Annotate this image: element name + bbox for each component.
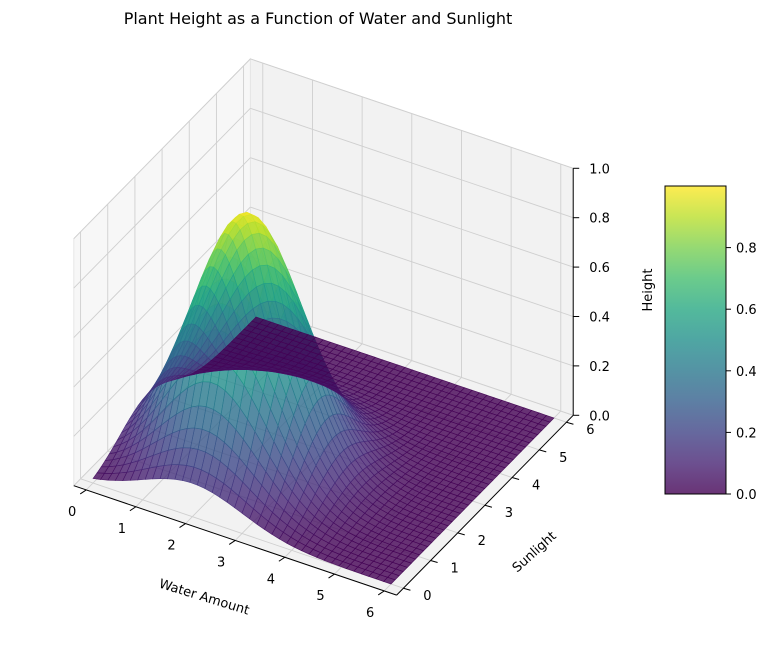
grid-side-z	[73, 58, 251, 240]
y-tick-label: 1	[450, 562, 458, 577]
chart-title: Plant Height as a Function of Water and …	[124, 9, 513, 28]
surface-cell	[251, 316, 264, 324]
y-tick-mark	[457, 532, 465, 536]
z-tick-label: 1.0	[589, 162, 610, 177]
x-tick-mark	[377, 590, 385, 596]
colorbar-tick-label: 0.8	[736, 242, 757, 257]
colorbar-tick-label: 0.2	[736, 426, 757, 441]
z-tick-label: 0.4	[589, 311, 610, 326]
y-tick-mark	[539, 449, 547, 453]
y-tick-label: 6	[586, 423, 594, 438]
x-tick-mark	[179, 523, 186, 528]
x-tick-mark	[129, 506, 137, 512]
x-axis-label: Water Amount	[157, 577, 251, 619]
x-tick-label: 2	[167, 539, 175, 554]
grid-back-z	[250, 256, 574, 367]
y-tick-label: 5	[559, 451, 567, 466]
y-tick-label: 2	[478, 534, 486, 549]
z-tick-label: 0.8	[589, 212, 610, 227]
colorbar-tick-label: 0.6	[736, 303, 757, 318]
x-tick-label: 4	[267, 572, 275, 587]
grid-back-z	[250, 107, 574, 219]
colorbar-bar	[664, 185, 727, 495]
surface-mesh	[92, 211, 555, 585]
y-tick-label: 0	[423, 589, 431, 604]
grid-back-z	[250, 206, 574, 317]
y-tick-mark	[403, 587, 411, 591]
x-tick-mark	[278, 556, 286, 562]
y-tick-mark	[511, 477, 520, 481]
colorbar-tick-label: 0.4	[736, 365, 757, 380]
x-tick-mark	[79, 489, 87, 495]
z-axis-label: Height	[641, 269, 656, 312]
grid-back-z	[250, 58, 574, 169]
y-tick-mark	[430, 560, 438, 564]
z-tick-label: 0.0	[589, 409, 610, 424]
y-axis-line	[396, 414, 574, 596]
y-tick-label: 3	[505, 506, 513, 521]
colorbar-tick-label: 0.0	[736, 488, 757, 503]
x-tick-label: 0	[68, 505, 76, 520]
y-tick-label: 4	[532, 479, 540, 494]
x-tick-label: 3	[217, 555, 225, 570]
grid-side-z	[73, 107, 251, 289]
x-tick-label: 6	[366, 606, 374, 621]
grid-back-z	[250, 157, 574, 268]
z-tick-label: 0.2	[589, 360, 610, 375]
z-tick-label: 0.6	[589, 261, 610, 276]
y-tick-mark	[484, 504, 493, 508]
x-tick-label: 1	[118, 522, 126, 537]
x-tick-label: 5	[316, 589, 324, 604]
grid-side-z	[73, 157, 251, 338]
y-tick-mark	[566, 421, 574, 425]
x-tick-mark	[228, 540, 236, 545]
colorbar: 0.0 0.2 0.4 0.6 0.8	[664, 185, 757, 503]
x-tick-mark	[328, 573, 335, 579]
y-axis-label: Sunlight	[510, 529, 560, 576]
